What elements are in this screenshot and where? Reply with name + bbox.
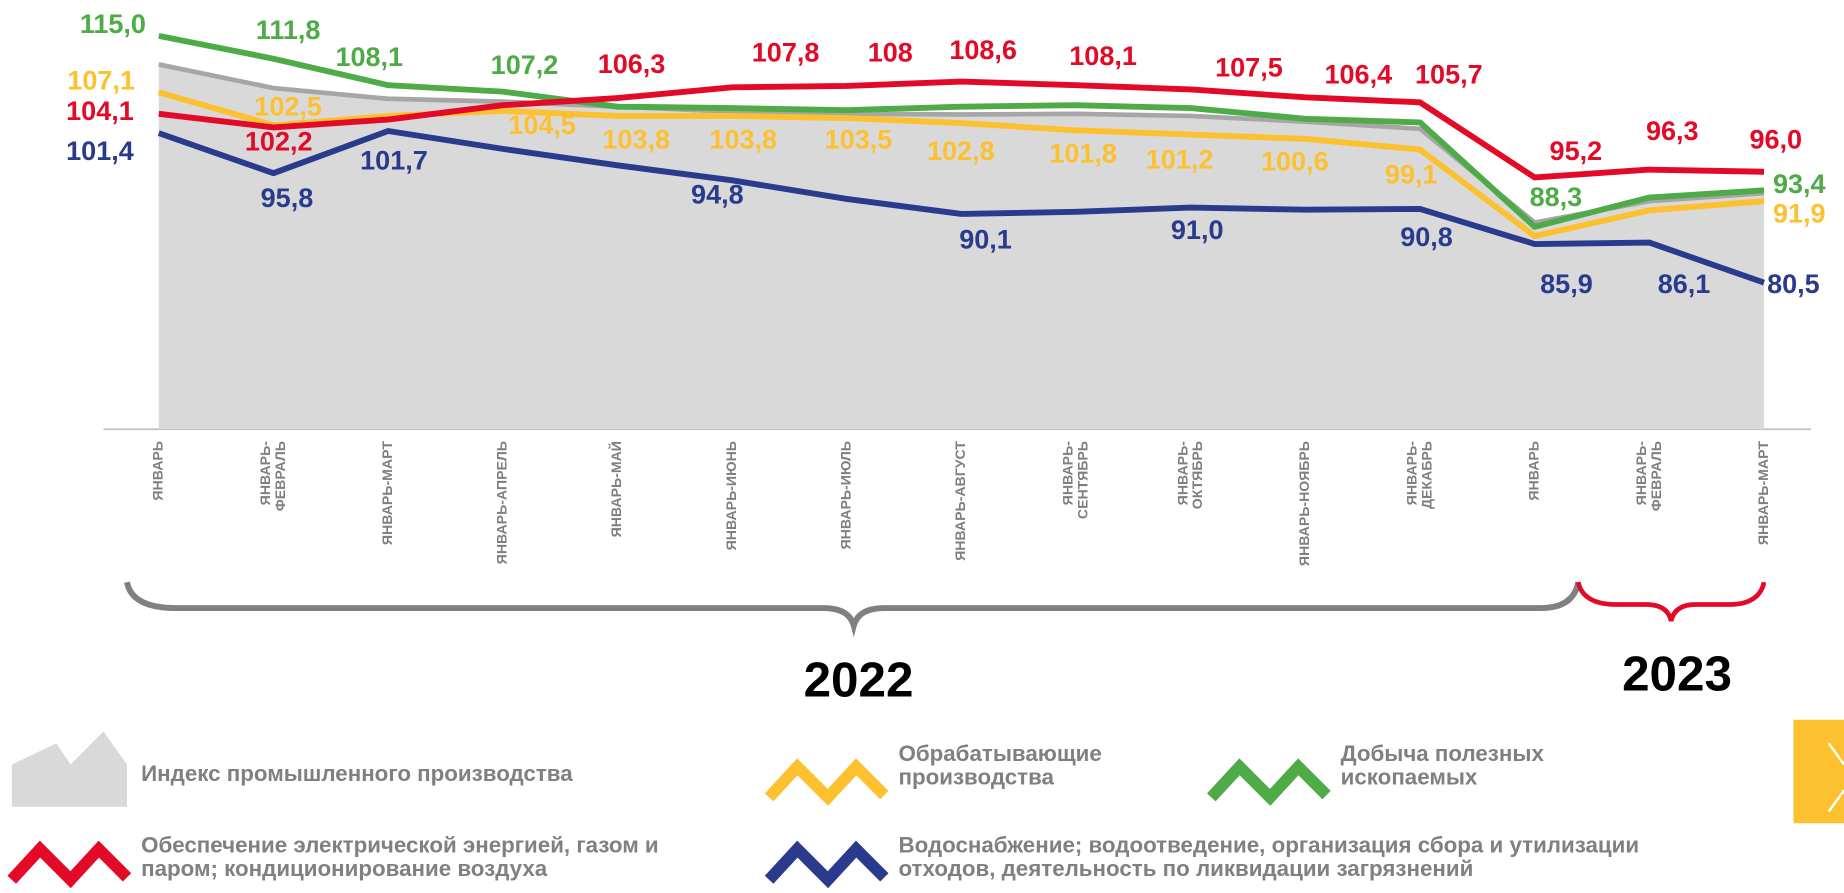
data-label: 105,7 (1415, 60, 1483, 90)
data-label: 101,8 (1049, 138, 1117, 168)
data-label: 111,8 (256, 15, 321, 45)
x-tick-label: ЯНВАРЬ-МАРТ (1755, 441, 1771, 545)
data-label: 106,3 (598, 49, 666, 79)
data-label: 80,5 (1767, 269, 1820, 299)
legend-icon (764, 840, 889, 889)
data-label: 90,8 (1400, 222, 1453, 252)
x-tick: ЯНВАРЬ (1525, 441, 1541, 501)
data-label: 99,1 (1385, 160, 1438, 190)
x-tick-label: ЯНВАРЬ-ИЮЛЬ (837, 441, 853, 549)
x-tick: ЯНВАРЬ-НОЯБРЬ (1296, 441, 1312, 566)
x-tick-label: ЯНВАРЬ-АПРЕЛЬ (493, 441, 509, 564)
x-tick-label: ЯНВАРЬ-ИЮНЬ (723, 441, 739, 550)
line (158, 32, 1765, 230)
data-label: 103,8 (602, 124, 670, 154)
x-tick: ЯНВАРЬ-ФЕВРАЛЬ (1633, 441, 1664, 512)
data-label: 104,1 (66, 96, 134, 126)
data-label: 96,3 (1646, 116, 1699, 146)
data-label: 100,6 (1261, 147, 1329, 177)
x-tick-label: ЯНВАРЬ (1525, 441, 1541, 501)
annotation: 2022 (804, 652, 914, 707)
data-label: 91,9 (1773, 198, 1826, 228)
x-tick: ЯНВАРЬ-АВГУСТ (952, 441, 968, 561)
data-label: 86,1 (1658, 269, 1711, 299)
legend-icon (11, 731, 128, 807)
data-label: 96,0 (1749, 124, 1802, 154)
x-tick-label: ЯНВАРЬ (149, 441, 165, 501)
data-label: 103,8 (709, 124, 777, 154)
x-tick: ЯНВАРЬ (149, 441, 165, 501)
annotation: 2023 (1622, 646, 1732, 701)
x-tick-label: ЯНВАРЬ-МАЙ (607, 441, 624, 537)
data-label: 94,8 (691, 180, 744, 210)
data-label: 104,5 (508, 110, 576, 140)
data-label: 101,7 (360, 145, 428, 175)
data-label: 91,0 (1171, 215, 1224, 245)
legend-icon (7, 840, 132, 889)
x-tick-label: ЯНВАРЬ-ОКТЯБРЬ (1174, 441, 1205, 510)
x-tick-label: ЯНВАРЬ-ДЕКАБРЬ (1403, 441, 1434, 509)
x-tick: ЯНВАРЬ-АПРЕЛЬ (493, 441, 509, 564)
bracket-2022 (124, 581, 1582, 638)
bracket-2023 (1575, 581, 1767, 622)
x-tick: ЯНВАРЬ-ИЮЛЬ (837, 441, 853, 549)
x-tick: ЯНВАРЬ-ОКТЯБРЬ (1174, 441, 1205, 510)
data-label: 101,2 (1146, 144, 1214, 174)
line (157, 128, 1766, 286)
data-label: 102,5 (254, 91, 322, 121)
data-label: 108 (868, 37, 913, 67)
x-tick-label: ЯНВАРЬ-ФЕВРАЛЬ (257, 441, 288, 512)
legend-icon (1206, 758, 1331, 806)
data-label: 88,3 (1530, 182, 1583, 212)
legend-label: Водоснабжение; водоотведение, организаци… (898, 833, 1639, 881)
next-button[interactable] (1793, 719, 1844, 824)
x-tick: ЯНВАРЬ-МАРТ (379, 441, 395, 545)
data-label: 107,2 (491, 50, 559, 80)
data-label: 102,8 (927, 136, 995, 166)
x-tick: ЯНВАРЬ-МАРТ (1755, 441, 1771, 545)
data-label: 90,1 (959, 224, 1012, 254)
data-label: 93,4 (1773, 169, 1826, 199)
data-label: 107,5 (1215, 53, 1283, 83)
data-label: 95,8 (261, 183, 314, 213)
x-tick: ЯНВАРЬ-МАЙ (607, 441, 624, 537)
line (158, 78, 1765, 181)
data-label: 108,1 (335, 42, 403, 72)
x-tick: ЯНВАРЬ-ИЮНЬ (723, 441, 739, 550)
legend-label: Индекс промышленного производства (141, 761, 573, 786)
data-label: 115,0 (80, 9, 146, 39)
legend-icon (764, 758, 889, 806)
data-label: 106,4 (1324, 60, 1392, 90)
x-tick-label: ЯНВАРЬ-СЕНТЯБРЬ (1059, 441, 1090, 519)
data-label: 101,4 (66, 136, 134, 166)
x-tick-label: ЯНВАРЬ-ФЕВРАЛЬ (1633, 441, 1664, 512)
data-label: 108,1 (1069, 41, 1137, 71)
data-label: 107,1 (67, 66, 135, 96)
x-tick: ЯНВАРЬ-СЕНТЯБРЬ (1059, 441, 1090, 519)
legend-label: Обрабатывающие производства (898, 741, 1101, 789)
x-tick-label: ЯНВАРЬ-АВГУСТ (952, 441, 968, 561)
data-label: 103,5 (825, 124, 893, 154)
button-arrow (1827, 742, 1844, 813)
data-label: 95,2 (1550, 136, 1603, 166)
data-label: 108,6 (949, 35, 1017, 65)
x-tick: ЯНВАРЬ-ФЕВРАЛЬ (257, 441, 288, 512)
data-label: 107,8 (752, 37, 820, 67)
x-tick-label: ЯНВАРЬ-МАРТ (379, 441, 395, 545)
legend-label: Обеспечение электрической энергией, газо… (141, 833, 659, 881)
data-label: 102,2 (245, 127, 313, 157)
x-tick: ЯНВАРЬ-ДЕКАБРЬ (1403, 441, 1434, 509)
data-label: 85,9 (1540, 269, 1593, 299)
x-tick-label: ЯНВАРЬ-НОЯБРЬ (1296, 441, 1312, 566)
legend-label: Добыча полезных ископаемых (1341, 741, 1545, 789)
